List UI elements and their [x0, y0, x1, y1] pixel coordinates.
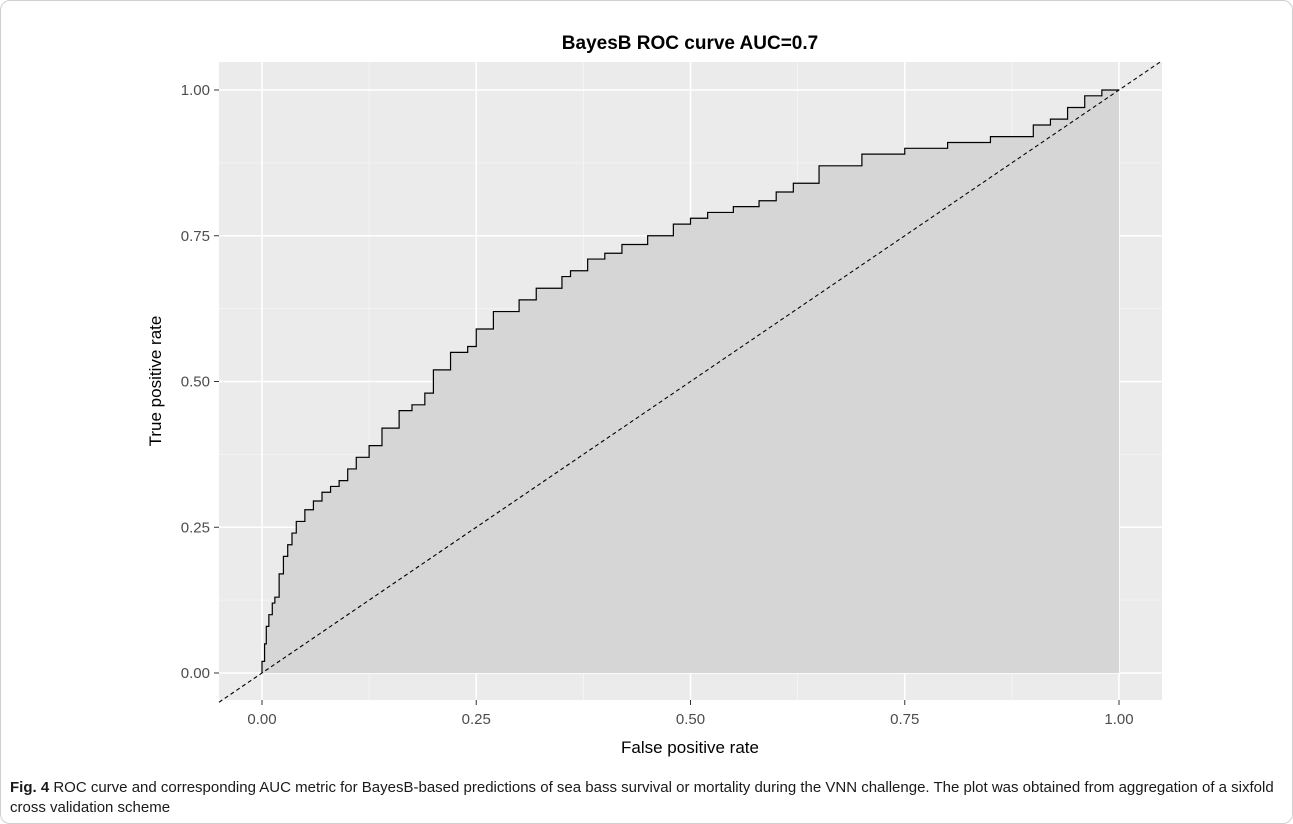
- y-tick-label: 1.00: [181, 82, 210, 99]
- chart-title: BayesB ROC curve AUC=0.7: [562, 33, 818, 54]
- y-tick-label: 0.50: [181, 374, 210, 391]
- x-axis-label: False positive rate: [621, 738, 759, 757]
- roc-curve-line: [261, 89, 1119, 673]
- diagonal-reference-line: [218, 60, 1163, 703]
- x-tick-label: 0.50: [676, 711, 705, 728]
- caption-text: ROC curve and corresponding AUC metric f…: [10, 779, 1274, 816]
- caption-label: Fig. 4: [10, 779, 50, 796]
- x-tick-label: 1.00: [1104, 711, 1133, 728]
- figure-caption: Fig. 4 ROC curve and corresponding AUC m…: [10, 778, 1280, 818]
- y-axis-label: True positive rate: [146, 316, 165, 447]
- y-tick-label: 0.75: [181, 228, 210, 245]
- y-tick-label: 0.00: [181, 665, 210, 682]
- x-tick-label: 0.25: [462, 711, 491, 728]
- x-axis-ticks: 0.00 0.25 0.50 0.75 1.00: [247, 700, 1134, 728]
- y-axis-ticks: 0.00 0.25 0.50 0.75 1.00: [181, 82, 219, 682]
- x-tick-label: 0.75: [890, 711, 919, 728]
- x-tick-label: 0.00: [247, 711, 276, 728]
- y-tick-label: 0.25: [181, 519, 210, 536]
- roc-chart: BayesB ROC curve AUC=0.7 0.00 0.25 0.50 0.7…: [146, 33, 1163, 757]
